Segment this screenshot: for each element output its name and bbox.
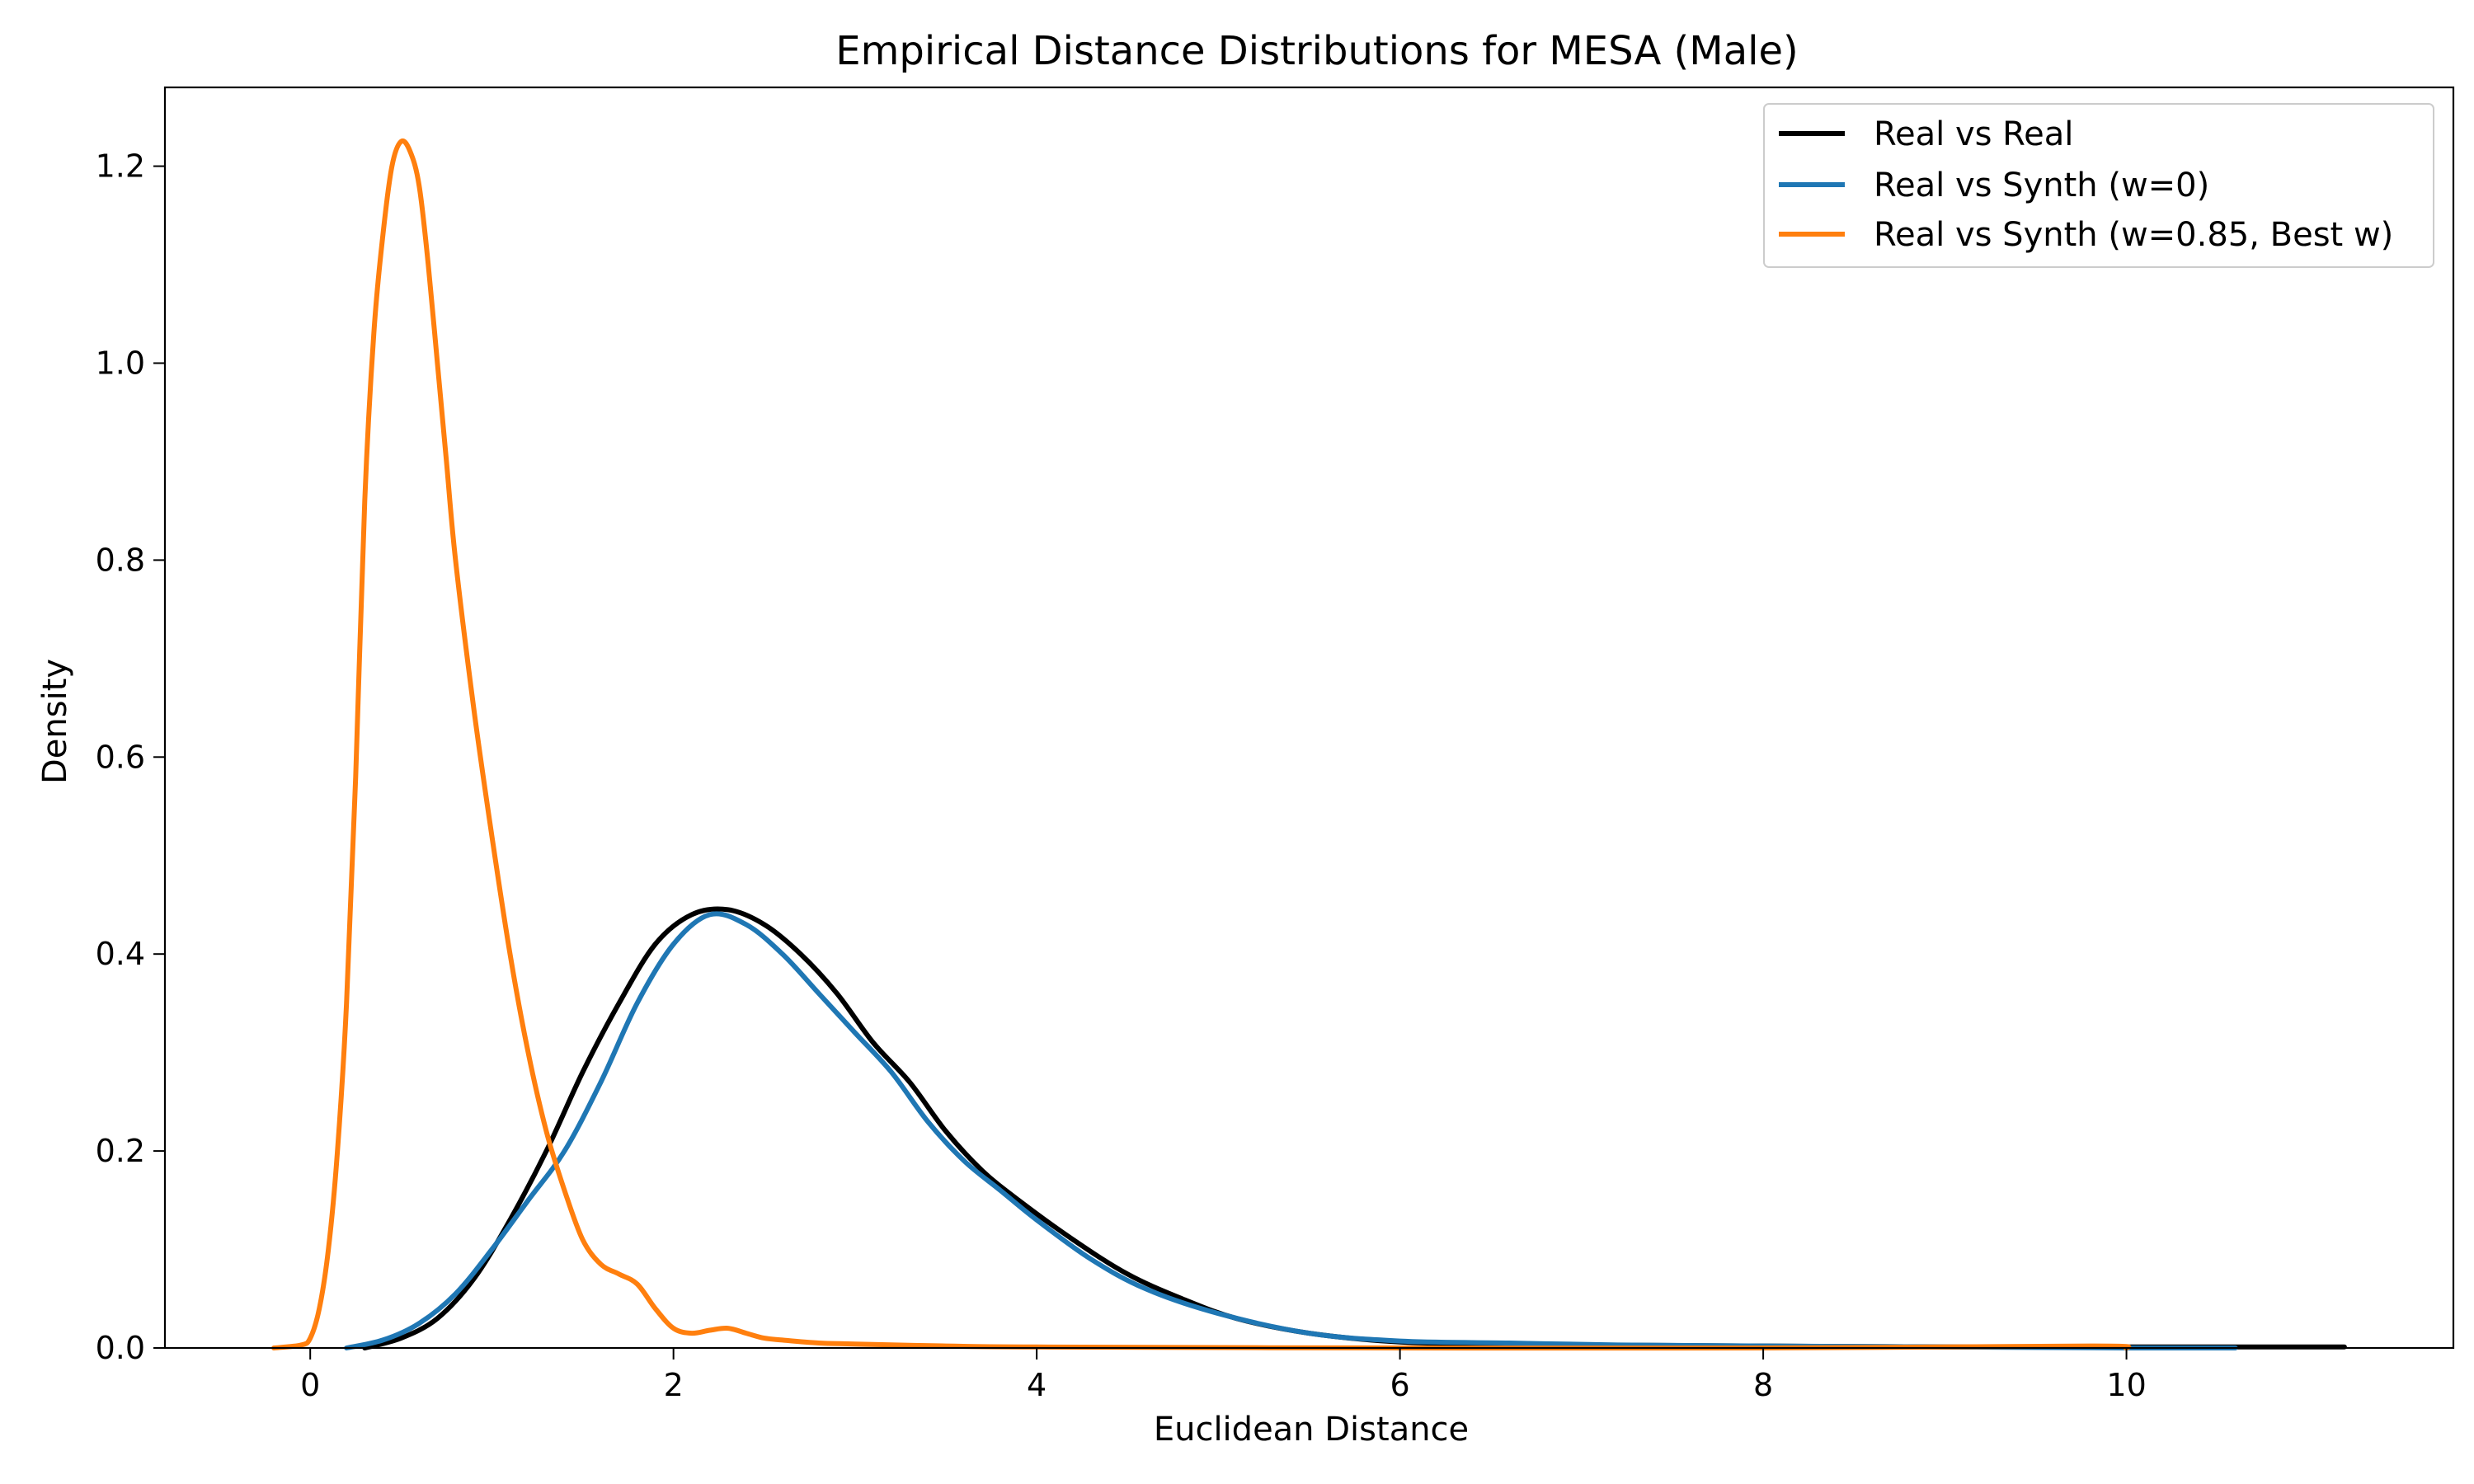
y-tick-label: 0.2 [96,1133,145,1169]
x-tick-label: 4 [1027,1367,1047,1403]
x-tick-label: 2 [664,1367,684,1403]
legend-box [1763,103,2434,268]
legend: Real vs Real Real vs Synth (w=0) Real vs… [1763,103,2434,268]
y-tick-label: 1.2 [96,148,145,185]
y-tick-label: 1.0 [96,345,145,381]
x-axis-label: Euclidean Distance [1154,1411,1469,1449]
y-axis: 0.0 0.2 0.4 0.6 0.8 1.0 1.2 [96,148,165,1366]
y-tick-label: 0.4 [96,936,145,972]
chart-title: Empirical Distance Distributions for MES… [835,28,1798,74]
legend-label-real-vs-real: Real vs Real [1874,115,2073,153]
y-tick-label: 0.6 [96,739,145,775]
series-layer [271,138,2347,1351]
y-tick-label: 0.0 [96,1330,145,1366]
plot-area-frame [163,86,2455,1350]
y-axis-label: Density [36,659,74,784]
x-tick-label: 8 [1753,1367,1773,1403]
y-tick-label: 0.8 [96,542,145,578]
legend-label-real-vs-synth-w0: Real vs Synth (w=0) [1874,167,2209,204]
x-axis: 0 2 4 6 8 10 [300,1348,2147,1403]
x-tick-label: 10 [2106,1367,2146,1403]
x-tick-label: 0 [300,1367,320,1403]
series-line-real-vs-synth-best [271,138,2132,1351]
x-tick-label: 6 [1390,1367,1410,1403]
legend-label-real-vs-synth-best: Real vs Synth (w=0.85, Best w) [1874,216,2393,254]
